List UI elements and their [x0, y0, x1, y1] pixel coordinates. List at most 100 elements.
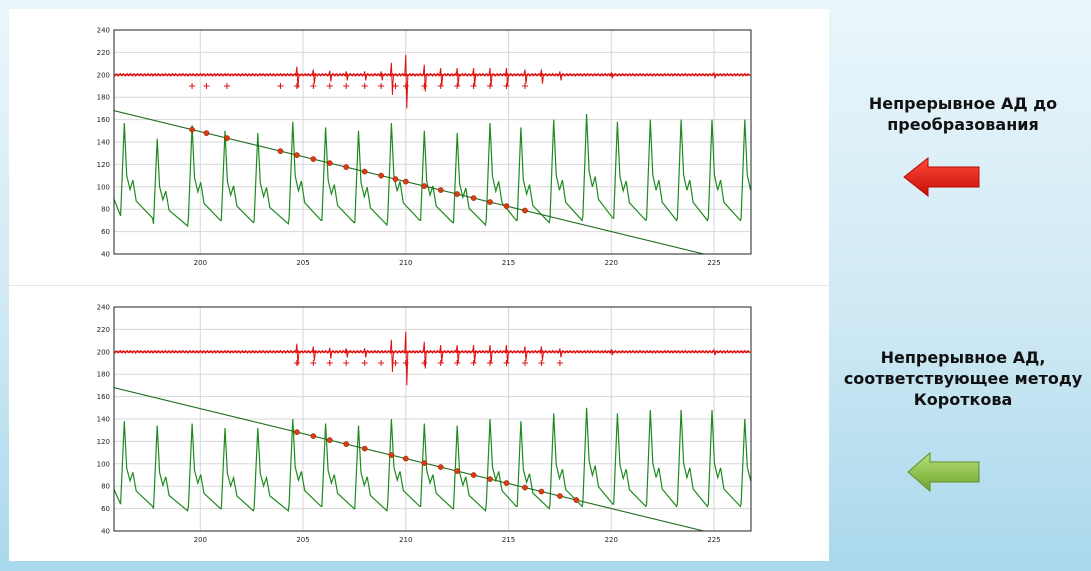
- bottom-detected-marker-7: [421, 460, 428, 466]
- top-korotkoff-spike-1: [311, 69, 316, 84]
- top-korotkoff-spike-4: [363, 71, 368, 81]
- bottom-detected-marker-4: [361, 445, 368, 452]
- top-ytick-label-9: 220: [97, 49, 110, 57]
- bottom-detected-marker-8: [437, 464, 444, 470]
- top-beat-tick-0: [189, 83, 196, 89]
- bottom-ytick-label-3: 100: [97, 460, 110, 468]
- caption-korotkov-method: Непрерывное АД, соответствующее методу К…: [843, 348, 1083, 409]
- top-korotkoff-spike-0: [295, 66, 300, 89]
- top-ytick-label-3: 100: [97, 183, 110, 191]
- top-korotkoff-spike-2: [328, 70, 333, 82]
- bottom-axes-box: [113, 306, 752, 532]
- top-cuff-line: [114, 110, 704, 254]
- bottom-ytick-label-4: 120: [97, 438, 110, 446]
- bottom-detected-marker-16: [573, 497, 580, 503]
- bottom-ytick-label-0: 40: [101, 528, 110, 536]
- top-korotkoff-spike-10: [455, 68, 460, 87]
- bottom-detected-marker-5: [388, 452, 395, 458]
- bottom-beat-tick-1: [310, 360, 317, 366]
- bottom-beat-tick-15: [538, 360, 545, 366]
- bottom-detected-marker-2: [326, 437, 333, 443]
- top-beat-tick-8: [361, 83, 368, 89]
- top-ytick-label-1: 60: [101, 228, 110, 236]
- bottom-korotkoff-spike-16: [609, 348, 614, 356]
- top-beat-tick-10: [392, 83, 399, 89]
- bottom-beat-tick-4: [361, 360, 368, 366]
- top-beat-tick-16: [487, 83, 494, 89]
- top-detected-marker-3: [277, 148, 284, 154]
- bottom-korotkoff-spike-17: [712, 348, 717, 356]
- top-korotkoff-spike-8: [422, 64, 427, 92]
- bottom-ytick-label-6: 160: [97, 393, 110, 401]
- bottom-detected-marker-12: [503, 480, 510, 486]
- bottom-detected-marker-6: [402, 455, 409, 462]
- top-detected-marker-18: [522, 207, 528, 214]
- bottom-beat-tick-5: [378, 360, 385, 366]
- bottom-ytick-label-1: 60: [101, 505, 110, 513]
- top-detected-marker-11: [402, 178, 409, 185]
- bottom-korotkoff-spike-11: [488, 345, 493, 364]
- bottom-ytick-label-5: 140: [97, 416, 110, 424]
- bottom-detected-marker-1: [310, 433, 317, 439]
- bottom-ytick-label-10: 240: [97, 304, 110, 312]
- top-ytick-label-7: 180: [97, 94, 110, 102]
- bottom-detected-marker-9: [454, 468, 461, 474]
- bottom-xtick-label-4: 220: [605, 536, 618, 544]
- bottom-beat-tick-3: [343, 360, 350, 366]
- top-beat-tick-6: [326, 83, 333, 89]
- top-ytick-label-10: 240: [97, 27, 110, 35]
- top-beat-tick-4: [293, 83, 300, 89]
- top-beat-tick-1: [203, 83, 210, 89]
- top-detected-marker-13: [437, 187, 444, 193]
- left-arrow-green-icon: [907, 451, 980, 493]
- top-detected-marker-4: [294, 152, 300, 158]
- top-ytick-label-0: 40: [101, 251, 110, 259]
- top-ytick-label-4: 120: [97, 161, 110, 169]
- top-detected-marker-9: [378, 172, 384, 179]
- bottom-korotkoff-spike-6: [404, 331, 409, 386]
- top-beat-tick-11: [402, 83, 409, 89]
- top-ytick-label-8: 200: [97, 71, 110, 79]
- left-arrow-red-icon: [903, 156, 980, 198]
- bottom-beat-tick-11: [470, 360, 477, 366]
- bottom-korotkoff-spike-8: [439, 345, 444, 364]
- bottom-detected-marker-11: [487, 476, 493, 482]
- bottom-plot-area: [114, 331, 751, 531]
- bottom-xtick-label-3: 215: [502, 536, 515, 544]
- bottom-beat-tick-13: [503, 360, 510, 366]
- top-detected-marker-7: [343, 164, 350, 170]
- top-detected-marker-0: [189, 126, 195, 133]
- top-korotkoff-spike-13: [504, 68, 510, 87]
- top-korotkoff-baseline: [114, 72, 751, 77]
- top-xtick-label-5: 225: [707, 259, 720, 267]
- bottom-ytick-label-7: 180: [97, 371, 110, 379]
- bottom-pressure-wave: [114, 407, 751, 513]
- top-korotkoff-spike-11: [472, 68, 477, 87]
- top-ytick-label-5: 140: [97, 139, 110, 147]
- bottom-korotkoff-spike-5: [389, 339, 394, 372]
- bottom-detected-marker-3: [343, 441, 350, 447]
- bottom-korotkoff-spike-2: [328, 347, 333, 359]
- top-ytick-label-6: 160: [97, 116, 110, 124]
- bottom-xtick-label-2: 210: [399, 536, 412, 544]
- caption-before-transform: Непрерывное АД до преобразования: [868, 94, 1058, 134]
- top-korotkoff-spike-15: [539, 69, 544, 84]
- top-ytick-label-2: 80: [101, 206, 110, 214]
- top-xtick-label-3: 215: [502, 259, 515, 267]
- top-detected-marker-12: [421, 183, 428, 189]
- bottom-beat-tick-10: [454, 360, 461, 366]
- bottom-korotkoff-baseline: [114, 349, 751, 354]
- top-beat-tick-5: [310, 83, 317, 89]
- top-korotkoff-spike-17: [609, 71, 614, 79]
- top-beat-tick-3: [277, 83, 284, 89]
- bottom-detected-marker-14: [538, 488, 545, 495]
- top-detected-marker-8: [361, 168, 368, 175]
- top-beat-tick-12: [421, 83, 428, 89]
- top-beat-tick-13: [437, 83, 444, 89]
- bottom-korotkoff-spike-0: [295, 343, 300, 366]
- top-detected-marker-14: [454, 191, 461, 197]
- top-pressure-wave: [114, 113, 751, 228]
- bp-chart-korotkov: 200 205 210 215 220 225 40 60 80 100 120 140 160 180 2…: [97, 304, 752, 544]
- bottom-beat-tick-8: [421, 360, 428, 366]
